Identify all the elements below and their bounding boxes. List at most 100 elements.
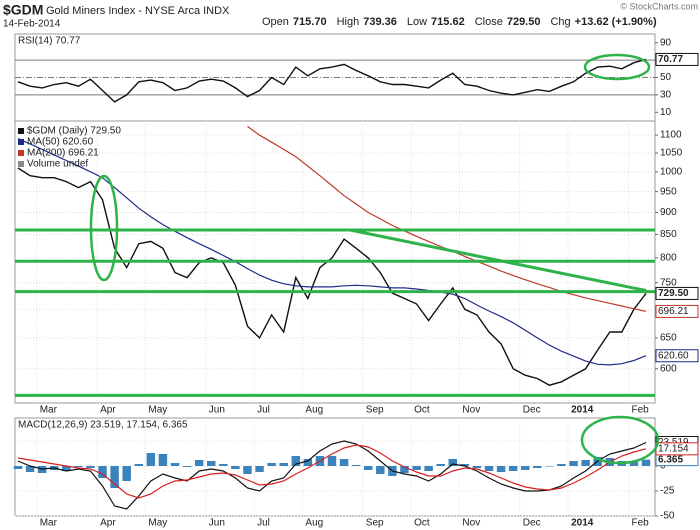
value-tag — [655, 52, 699, 66]
histogram-bar — [146, 453, 156, 466]
histogram-bar — [376, 466, 385, 474]
histogram-bar — [339, 459, 349, 466]
stat-label: High — [337, 16, 360, 28]
y-tick-label: 1100 — [660, 130, 682, 141]
highlight-ellipse — [580, 415, 660, 465]
legend-swatch — [18, 139, 24, 145]
x-tick-label: Sep — [366, 518, 384, 529]
value-tag — [655, 349, 699, 363]
histogram-bar — [255, 466, 264, 472]
value-tag-label: 6.365 — [658, 454, 683, 465]
histogram-bar — [98, 466, 107, 478]
value-tag-label: 696.21 — [658, 306, 689, 317]
legend-swatch — [18, 161, 24, 167]
value-tag-label: 70.77 — [658, 54, 683, 65]
histogram-bar — [400, 466, 409, 473]
x-tick-label: Jul — [257, 405, 270, 416]
histogram-bar — [279, 463, 288, 466]
panel — [14, 417, 656, 517]
value-tag-label: 17.154 — [658, 443, 689, 454]
histogram-bar — [629, 462, 639, 466]
y-tick-label: 1050 — [660, 148, 683, 159]
stat-label: Close — [475, 16, 503, 28]
legend-entry: Volume undef — [27, 159, 88, 170]
y-tick-label: 90 — [660, 37, 672, 48]
x-tick-label: May — [148, 518, 167, 529]
series-line — [17, 58, 647, 103]
y-tick-label: 750 — [660, 277, 677, 288]
x-tick-label: Mar — [40, 518, 58, 529]
histogram-bar — [412, 466, 421, 470]
ohlc-stats: Open 715.70 High 739.36 Low 715.62 Close 729.50… — [262, 16, 657, 28]
value-tag-label: 729.50 — [658, 288, 689, 299]
y-tick-label: 10 — [660, 107, 672, 118]
y-tick-label: 600 — [660, 363, 677, 374]
value-tag — [655, 304, 699, 318]
histogram-bar — [62, 466, 71, 471]
index-name: Gold Miners Index - NYSE Arca INDX — [46, 5, 230, 17]
histogram-bar — [581, 460, 590, 466]
histogram-bar — [460, 464, 470, 466]
legend-swatch — [18, 150, 24, 156]
x-tick-label: Aug — [305, 405, 323, 416]
histogram-bar — [472, 466, 482, 468]
x-tick-label: Aug — [305, 518, 323, 529]
histogram-bar — [436, 464, 445, 466]
histogram-bar — [207, 461, 216, 466]
y-tick-label: 50 — [660, 72, 672, 83]
x-tick-label: Mar — [40, 405, 58, 416]
histogram-bar — [231, 466, 240, 469]
histogram-bar — [122, 466, 131, 481]
panel-label: MACD(12,26,9) 23.519, 17.154, 6.365 — [18, 420, 188, 431]
series-line — [17, 440, 647, 510]
panel-label: RSI(14) 70.77 — [18, 36, 81, 47]
y-tick-label: 800 — [660, 253, 677, 264]
histogram-bar — [303, 459, 313, 466]
histogram-bar — [25, 466, 35, 472]
stat-value: 729.50 — [507, 16, 541, 28]
series-line — [17, 444, 647, 499]
histogram-bar — [74, 466, 83, 467]
histogram-bar — [327, 456, 337, 466]
histogram-bar — [158, 454, 168, 466]
histogram-bar — [496, 466, 506, 472]
y-tick-label: 1000 — [660, 166, 683, 177]
y-tick-label: 850 — [660, 229, 677, 240]
histogram-bar — [557, 464, 566, 466]
stat-value: +13.62 (+1.90%) — [575, 16, 657, 28]
y-tick-label: 950 — [660, 186, 677, 197]
x-tick-label: Apr — [100, 518, 116, 529]
date: 14-Feb-2014 — [3, 19, 61, 30]
legend-entry: MA(200) 696.21 — [27, 148, 99, 159]
series-line — [17, 138, 647, 366]
stat-label: Low — [407, 16, 427, 28]
histogram-bar — [291, 456, 300, 466]
histogram-bar — [267, 463, 276, 466]
histogram-bar — [533, 466, 542, 468]
y-tick-label: -25 — [660, 486, 675, 497]
x-tick-label: Nov — [462, 518, 480, 529]
stat-value: 715.62 — [431, 16, 465, 28]
highlight-ellipse — [583, 53, 651, 81]
trend-line — [349, 228, 647, 292]
histogram-bar — [243, 466, 252, 474]
histogram-bar — [134, 464, 143, 466]
histogram-bar — [569, 461, 578, 466]
histogram-bar — [86, 466, 95, 468]
histogram-bar — [219, 464, 228, 466]
histogram-bar — [448, 459, 457, 466]
stat-value: 739.36 — [363, 16, 397, 28]
credit: © StockCharts.com — [620, 1, 698, 11]
histogram-bar — [364, 466, 373, 470]
histogram-bar — [182, 466, 192, 467]
histogram-bar — [641, 459, 651, 466]
x-tick-label: Feb — [631, 518, 649, 529]
stat-value: 715.70 — [293, 16, 327, 28]
x-tick-label: May — [148, 405, 167, 416]
y-tick-label: 30 — [660, 90, 672, 101]
x-tick-label: Feb — [631, 405, 649, 416]
x-tick-label: 2014 — [571, 518, 594, 529]
y-tick-label: 0 — [660, 461, 666, 472]
histogram-bar — [170, 463, 180, 466]
x-tick-label: Jul — [257, 518, 270, 529]
